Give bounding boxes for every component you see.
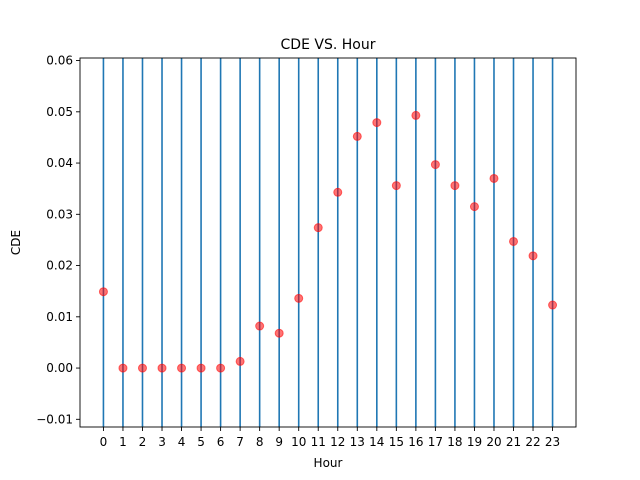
x-tick-label: 17 xyxy=(428,435,443,449)
x-tick-label: 1 xyxy=(119,435,127,449)
data-point xyxy=(196,363,206,373)
data-point xyxy=(469,202,479,212)
plot-frame xyxy=(79,57,577,428)
x-tick-label: 18 xyxy=(447,435,462,449)
x-tick-label: 11 xyxy=(311,435,326,449)
y-tick-label: 0.06 xyxy=(46,54,73,68)
data-point xyxy=(177,363,187,373)
data-point xyxy=(333,187,343,197)
chart-title: CDE VS. Hour xyxy=(281,37,376,53)
data-points xyxy=(98,110,558,373)
x-tick-label: 21 xyxy=(506,435,521,449)
x-tick-label: 3 xyxy=(158,435,166,449)
x-tick-label: 15 xyxy=(389,435,404,449)
x-tick-label: 2 xyxy=(139,435,147,449)
data-point xyxy=(137,363,147,373)
x-tick-label: 8 xyxy=(256,435,264,449)
y-axis-ticks: −0.01 0.00 0.01 0.02 0.03 0.04 0.05 0.06 xyxy=(36,54,80,426)
data-point xyxy=(391,181,401,191)
x-tick-label: 19 xyxy=(467,435,482,449)
x-tick-label: 16 xyxy=(408,435,423,449)
data-point xyxy=(450,181,460,191)
data-point xyxy=(313,223,323,233)
data-point xyxy=(216,363,226,373)
y-axis-label: CDE xyxy=(9,230,23,255)
y-tick-label: 0.00 xyxy=(46,361,73,375)
x-tick-label: 7 xyxy=(236,435,244,449)
data-point xyxy=(98,287,108,297)
data-point xyxy=(235,356,245,366)
x-tick-label: 13 xyxy=(350,435,365,449)
data-point xyxy=(509,236,519,246)
x-tick-label: 10 xyxy=(291,435,306,449)
x-tick-label: 4 xyxy=(178,435,186,449)
x-tick-label: 23 xyxy=(545,435,560,449)
data-point xyxy=(157,363,167,373)
x-axis-ticks: 0 1 2 3 4 5 6 7 8 9 10 11 12 13 14 15 16 17 18 19 20 21 22 23 xyxy=(100,427,560,449)
data-point xyxy=(430,160,440,170)
y-tick-label: 0.03 xyxy=(46,207,73,221)
x-tick-label: 6 xyxy=(217,435,225,449)
y-tick-label: 0.05 xyxy=(46,105,73,119)
x-tick-label: 0 xyxy=(100,435,108,449)
x-axis-label: Hour xyxy=(314,456,343,470)
data-point xyxy=(528,251,538,261)
x-tick-label: 22 xyxy=(525,435,540,449)
vertical-lines xyxy=(102,58,554,427)
data-point xyxy=(274,328,284,338)
x-tick-label: 9 xyxy=(275,435,283,449)
x-tick-label: 14 xyxy=(369,435,384,449)
data-point xyxy=(548,300,558,310)
x-tick-label: 20 xyxy=(486,435,501,449)
data-point xyxy=(489,173,499,183)
data-point xyxy=(118,363,128,373)
x-tick-label: 5 xyxy=(197,435,205,449)
y-tick-label: −0.01 xyxy=(36,412,73,426)
data-point xyxy=(411,110,421,120)
data-point xyxy=(372,118,382,128)
data-point xyxy=(294,293,304,303)
y-tick-label: 0.04 xyxy=(46,156,73,170)
y-tick-label: 0.02 xyxy=(46,259,73,273)
x-tick-label: 12 xyxy=(330,435,345,449)
data-point xyxy=(255,321,265,331)
y-tick-label: 0.01 xyxy=(46,310,73,324)
data-point xyxy=(352,131,362,141)
